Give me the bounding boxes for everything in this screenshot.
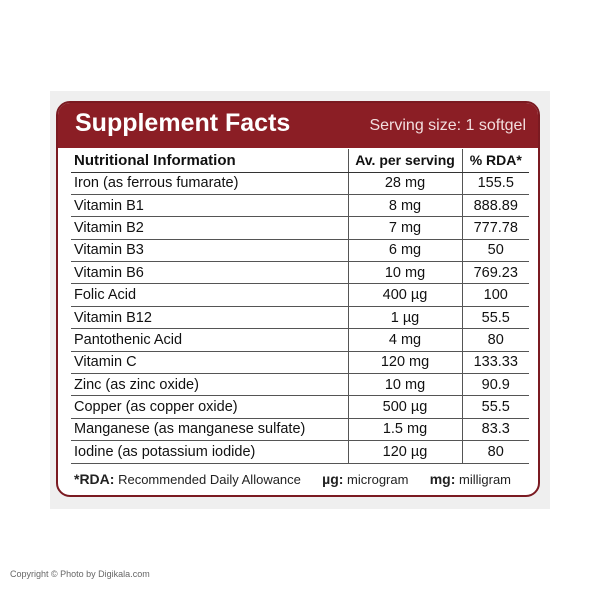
table-row: Vitamin B12 1 µg 55.5 [71, 306, 529, 330]
amount-per-serving-cell: 1.5 mg [347, 418, 462, 442]
serving-size: Serving size: 1 softgel [369, 117, 526, 134]
table-row: Copper (as copper oxide) 500 µg 55.5 [71, 395, 529, 419]
nutrition-table: Nutritional Information Av. per serving … [71, 149, 529, 464]
amount-per-serving-cell: 120 mg [347, 351, 462, 375]
rda-percent-cell: 90.9 [461, 373, 529, 397]
amount-per-serving-cell: 400 µg [347, 283, 462, 307]
nutrient-name-cell: Vitamin B3 [71, 239, 348, 263]
amount-per-serving-cell: 10 mg [347, 373, 462, 397]
rda-percent-cell: 83.3 [461, 418, 529, 442]
nutrient-name-cell: Vitamin C [71, 351, 348, 375]
supplement-facts-label: Supplement Facts Serving size: 1 softgel… [56, 101, 540, 497]
nutrient-name-cell: Folic Acid [71, 283, 348, 307]
rda-percent-cell: 769.23 [461, 261, 529, 285]
amount-per-serving-cell: 28 mg [347, 172, 462, 195]
amount-per-serving-cell: 7 mg [347, 216, 462, 240]
column-header-nutrient: Nutritional Information [71, 149, 348, 173]
nutrient-name-cell: Vitamin B2 [71, 216, 348, 240]
nutrient-name-cell: Iodine (as potassium iodide) [71, 440, 348, 464]
footnote-ug-text: microgram [347, 472, 409, 487]
nutrient-name-cell: Pantothenic Acid [71, 328, 348, 352]
footnote-mg-text: milligram [459, 472, 511, 487]
table-row: Pantothenic Acid 4 mg 80 [71, 328, 529, 352]
amount-per-serving-cell: 6 mg [347, 239, 462, 263]
rda-percent-cell: 100 [461, 283, 529, 307]
amount-per-serving-cell: 1 µg [347, 306, 462, 330]
nutrient-name-cell: Vitamin B1 [71, 194, 348, 218]
table-row: Vitamin B2 7 mg 777.78 [71, 216, 529, 240]
nutrient-name-cell: Iron (as ferrous fumarate) [71, 172, 348, 195]
rda-percent-cell: 55.5 [461, 306, 529, 330]
table-row: Vitamin B1 8 mg 888.89 [71, 194, 529, 218]
table-row: Vitamin B3 6 mg 50 [71, 239, 529, 263]
table-row: Vitamin B6 10 mg 769.23 [71, 261, 529, 285]
amount-per-serving-cell: 10 mg [347, 261, 462, 285]
footnote-ug-key: µg: [322, 471, 344, 487]
column-header-amount: Av. per serving [347, 149, 462, 173]
table-row: Manganese (as manganese sulfate) 1.5 mg 83… [71, 418, 529, 442]
rda-percent-cell: 133.33 [461, 351, 529, 375]
table-header-row: Nutritional Information Av. per serving … [71, 149, 529, 173]
rda-percent-cell: 55.5 [461, 395, 529, 419]
table-row: Iodine (as potassium iodide) 120 µg 80 [71, 440, 529, 464]
footnote-mg-key: mg: [429, 471, 456, 487]
nutrient-name-cell: Manganese (as manganese sulfate) [71, 418, 348, 442]
nutrient-name-cell: Zinc (as zinc oxide) [71, 373, 348, 397]
rda-percent-cell: 80 [461, 328, 529, 352]
footnote-rda-text: Recommended Daily Allowance [118, 472, 301, 487]
table-row: Zinc (as zinc oxide) 10 mg 90.9 [71, 373, 529, 397]
amount-per-serving-cell: 4 mg [347, 328, 462, 352]
footnote: *RDA: Recommended Daily Allowance µg: mi… [74, 471, 511, 487]
column-header-rda: % RDA* [461, 149, 529, 173]
nutrient-name-cell: Vitamin B12 [71, 306, 348, 330]
nutrient-name-cell: Copper (as copper oxide) [71, 395, 348, 419]
rda-percent-cell: 155.5 [461, 172, 529, 195]
amount-per-serving-cell: 120 µg [347, 440, 462, 464]
copyright-notice: Copyright © Photo by Digikala.com [10, 569, 150, 579]
footnote-rda-key: *RDA: [74, 471, 115, 487]
rda-percent-cell: 50 [461, 239, 529, 263]
label-title: Supplement Facts [75, 109, 291, 137]
rda-percent-cell: 80 [461, 440, 529, 464]
table-row: Folic Acid 400 µg 100 [71, 283, 529, 307]
rda-percent-cell: 888.89 [461, 194, 529, 218]
table-row: Vitamin C 120 mg 133.33 [71, 351, 529, 375]
amount-per-serving-cell: 8 mg [347, 194, 462, 218]
amount-per-serving-cell: 500 µg [347, 395, 462, 419]
table-row: Iron (as ferrous fumarate) 28 mg 155.5 [71, 172, 529, 195]
label-header: Supplement Facts Serving size: 1 softgel [58, 103, 538, 148]
rda-percent-cell: 777.78 [461, 216, 529, 240]
nutrient-name-cell: Vitamin B6 [71, 261, 348, 285]
